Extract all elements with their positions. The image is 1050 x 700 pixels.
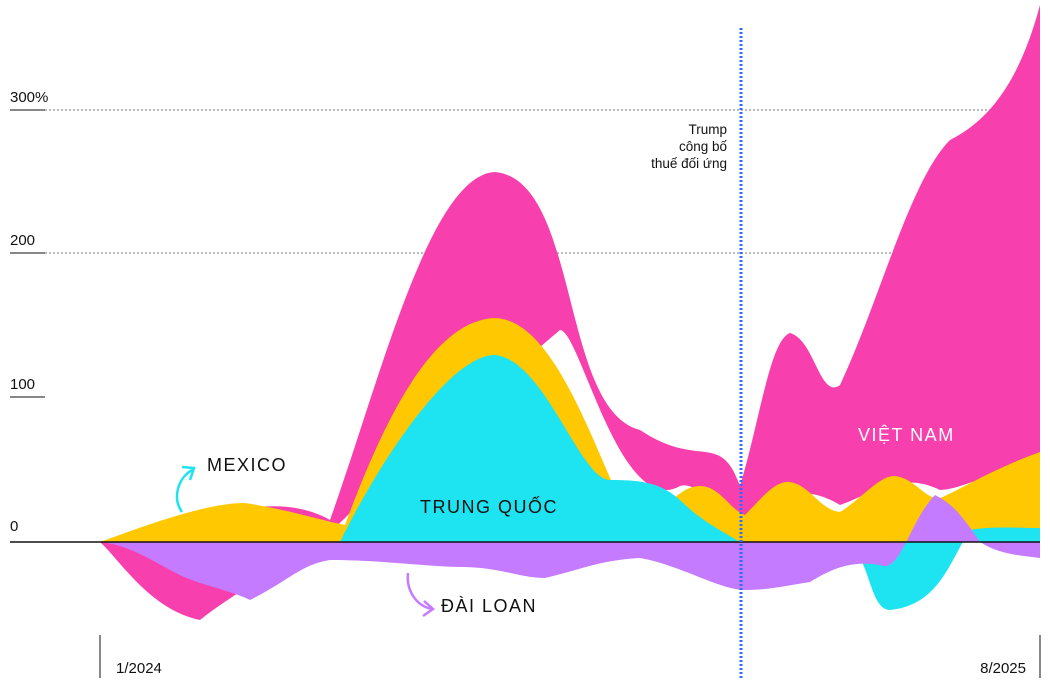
y-tick-label-300: 300% bbox=[10, 89, 48, 106]
annotation-line-3: thuế đối ứng bbox=[651, 156, 727, 171]
label-trung-quoc: TRUNG QUỐC bbox=[420, 496, 558, 517]
area-dai-loan bbox=[100, 495, 1040, 600]
y-tick-label-100: 100 bbox=[10, 376, 35, 393]
annotation-line-2: công bố bbox=[679, 139, 728, 154]
x-label-end: 8/2025 bbox=[980, 660, 1026, 677]
area-mexico bbox=[100, 318, 1040, 542]
dai-loan-arrow-icon bbox=[406, 572, 436, 618]
label-dai-loan: ĐÀI LOAN bbox=[441, 596, 537, 616]
y-tick-label-0: 0 bbox=[10, 518, 18, 535]
y-tick-label-200: 200 bbox=[10, 232, 35, 249]
annotation-line-1: Trump bbox=[688, 122, 727, 137]
x-label-start: 1/2024 bbox=[116, 660, 162, 677]
series-areas bbox=[100, 5, 1040, 620]
mexico-arrow-icon bbox=[175, 465, 196, 513]
label-viet-nam: VIỆT NAM bbox=[858, 425, 955, 445]
y-grid: 300% 200 100 0 bbox=[10, 89, 1040, 535]
label-mexico: MEXICO bbox=[207, 455, 287, 475]
area-viet-nam bbox=[100, 5, 1040, 620]
